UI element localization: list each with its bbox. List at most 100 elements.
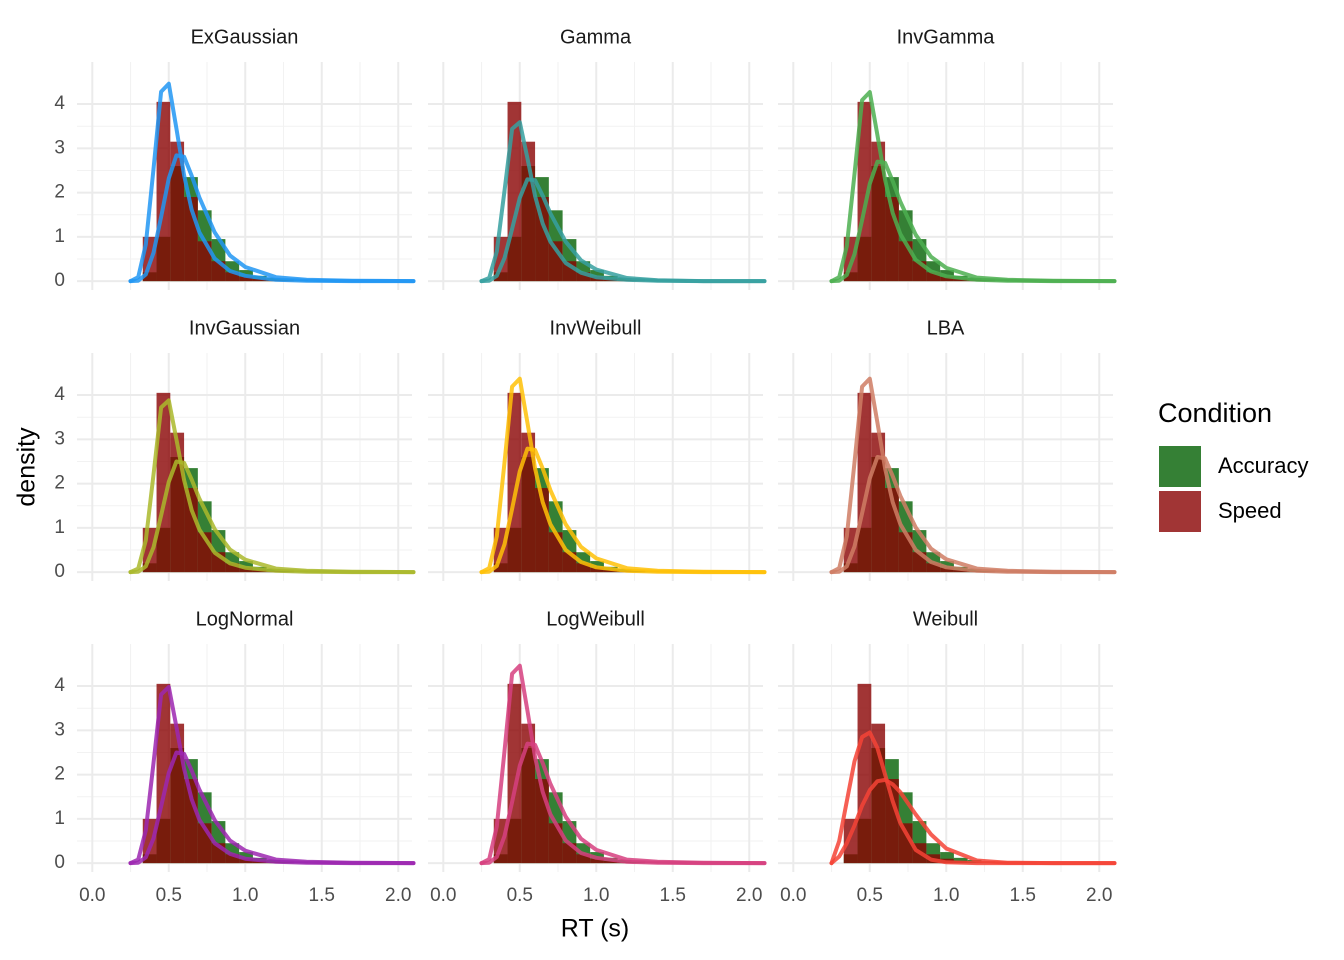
facet-title: LogNormal [196, 608, 294, 630]
histogram-bar [871, 723, 886, 864]
x-tick-label: 1.0 [232, 885, 258, 906]
x-tick-label: 0.5 [507, 885, 533, 906]
histogram-bar [170, 723, 185, 864]
facet-title: InvGamma [897, 26, 996, 48]
y-tick-label: 0 [54, 852, 65, 873]
facet-title: Weibull [913, 608, 978, 630]
histogram-bar [521, 723, 536, 864]
facet-title: Gamma [560, 26, 632, 48]
density-curve [479, 663, 767, 866]
density-curve [479, 120, 767, 284]
facet-panel: 0.0 0.5 1.0 1.5 2.0 Weibull [778, 608, 1117, 906]
histogram-bar [239, 567, 253, 573]
x-tick-label: 2.0 [385, 885, 411, 906]
histogram-bar [239, 276, 253, 282]
density-curve [128, 398, 416, 575]
density-curve [829, 730, 1117, 866]
legend-title: Condition [1158, 398, 1272, 428]
histogram-bar [857, 683, 872, 864]
histogram-bar [184, 488, 198, 573]
facet-title: InvGaussian [189, 317, 300, 339]
histogram-bar [225, 563, 240, 573]
x-tick-label: 0.5 [156, 885, 182, 906]
y-tick-label: 2 [54, 473, 65, 494]
facet-panel: 0 1 2 3 4 InvGaussian [54, 317, 416, 582]
density-curve [829, 90, 1117, 284]
x-tick-label: 0.5 [857, 885, 883, 906]
histogram-bar [940, 567, 954, 573]
x-tick-label: 1.0 [583, 885, 609, 906]
x-tick-label: 2.0 [1086, 885, 1112, 906]
y-tick-label: 1 [54, 517, 65, 538]
legend-key [1159, 491, 1201, 532]
histogram-bar [898, 241, 913, 282]
density-curve [128, 153, 416, 284]
y-tick-label: 0 [54, 561, 65, 582]
facet-title: LBA [927, 317, 965, 339]
histogram-bar [926, 563, 941, 573]
histogram-bar [521, 432, 536, 573]
facet-panel: InvGamma [778, 26, 1117, 290]
facet-panel: 0 1 2 3 4 ExGaussian [54, 26, 416, 291]
y-axis-label: density [13, 427, 41, 507]
x-tick-label: 1.5 [660, 885, 686, 906]
histogram-bar [590, 858, 604, 864]
histogram-bar [576, 563, 591, 573]
y-tick-label: 3 [54, 719, 65, 740]
histogram-bar [940, 276, 954, 282]
y-tick-label: 2 [54, 182, 65, 203]
y-tick-label: 3 [54, 428, 65, 449]
y-tick-label: 4 [54, 93, 65, 114]
histogram-bar [225, 272, 240, 282]
histogram-bar [885, 779, 899, 864]
histogram-bar [252, 278, 267, 282]
legend-label: Speed [1218, 498, 1282, 523]
histogram-bar [603, 569, 618, 573]
x-tick-label: 1.5 [309, 885, 335, 906]
histogram-bar [156, 101, 171, 282]
facet-panel: LBA [778, 317, 1117, 581]
histogram-bar [507, 683, 522, 864]
legend-label: Accuracy [1218, 453, 1308, 478]
x-tick-label: 1.0 [933, 885, 959, 906]
histogram-bar [576, 272, 591, 282]
x-tick-label: 0.0 [430, 885, 456, 906]
y-tick-label: 4 [54, 675, 65, 696]
facet-panel: Gamma [428, 26, 767, 290]
histogram-bar [926, 272, 941, 282]
histogram-bar [871, 141, 886, 282]
x-tick-label: 1.5 [1010, 885, 1036, 906]
histogram-bar [239, 858, 253, 864]
x-axis-label: RT (s) [561, 915, 630, 943]
y-tick-label: 4 [54, 384, 65, 405]
density-curve [829, 376, 1117, 575]
density-curve [128, 684, 416, 866]
histogram-bar [535, 197, 549, 282]
y-tick-label: 1 [54, 226, 65, 247]
x-tick-label: 0.0 [79, 885, 105, 906]
histogram-bar [953, 278, 968, 282]
histogram-bar [898, 823, 913, 864]
histogram-bar [576, 854, 591, 864]
facet-panel: 0.0 0.5 1.0 1.5 2.0 0 1 2 3 4 LogNormal [54, 608, 416, 906]
density-curve [128, 81, 416, 284]
y-tick-label: 3 [54, 137, 65, 158]
histogram-bar [184, 779, 198, 864]
legend-key [1159, 446, 1201, 487]
histogram-bar [507, 392, 522, 573]
histogram-bar [857, 101, 872, 282]
histogram-bar [953, 569, 968, 573]
facet-title: ExGaussian [191, 26, 299, 48]
y-tick-label: 1 [54, 808, 65, 829]
histogram-bar [940, 852, 954, 864]
x-tick-label: 2.0 [736, 885, 762, 906]
density-curve [479, 446, 767, 575]
density-curve [479, 376, 767, 575]
histogram-bar [953, 857, 968, 864]
histogram-bar [170, 141, 185, 282]
histogram-bar [590, 567, 604, 573]
facet-title: InvWeibull [550, 317, 642, 339]
facet-panel: InvWeibull [428, 317, 767, 581]
histogram-bar [225, 854, 240, 864]
